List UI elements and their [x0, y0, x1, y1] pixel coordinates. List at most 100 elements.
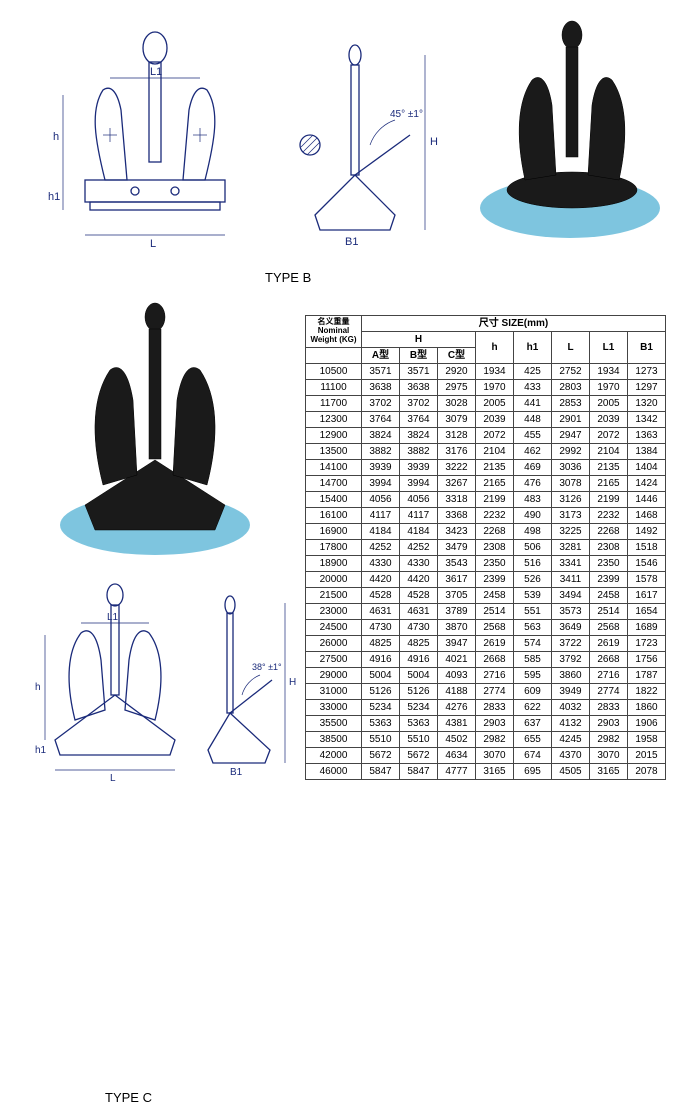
- table-cell: 4184: [362, 524, 400, 540]
- table-cell: 469: [514, 460, 552, 476]
- table-cell: 27500: [306, 652, 362, 668]
- table-cell: 2920: [438, 364, 476, 380]
- table-row: 169004184418434232268498322522681492: [306, 524, 666, 540]
- table-cell: 433: [514, 380, 552, 396]
- table-cell: 1906: [628, 716, 666, 732]
- table-row: 123003764376430792039448290120391342: [306, 412, 666, 428]
- table-cell: 29000: [306, 668, 362, 684]
- table-cell: 3573: [552, 604, 590, 620]
- table-cell: 2104: [476, 444, 514, 460]
- table-cell: 3165: [476, 764, 514, 780]
- table-cell: 3939: [400, 460, 438, 476]
- table-cell: 3824: [400, 428, 438, 444]
- table-cell: 2903: [476, 716, 514, 732]
- table-cell: 4528: [400, 588, 438, 604]
- table-row: 215004528452837052458539349424581617: [306, 588, 666, 604]
- table-cell: 2232: [590, 508, 628, 524]
- table-cell: 3764: [362, 412, 400, 428]
- table-cell: 3222: [438, 460, 476, 476]
- table-cell: 1654: [628, 604, 666, 620]
- table-cell: 21500: [306, 588, 362, 604]
- table-cell: 17800: [306, 540, 362, 556]
- angle-b-label: 45° ±1°: [390, 109, 423, 120]
- table-cell: 574: [514, 636, 552, 652]
- table-cell: 33000: [306, 700, 362, 716]
- table-cell: 1958: [628, 732, 666, 748]
- table-cell: 3860: [552, 668, 590, 684]
- table-cell: 2039: [590, 412, 628, 428]
- table-row: 178004252425234792308506328123081518: [306, 540, 666, 556]
- table-cell: 2901: [552, 412, 590, 428]
- table-cell: 3638: [362, 380, 400, 396]
- table-cell: 26000: [306, 636, 362, 652]
- table-cell: 1970: [476, 380, 514, 396]
- size-cn: 尺寸: [479, 318, 499, 329]
- table-cell: 1756: [628, 652, 666, 668]
- type-c-section: L1 h h1 L 38° ±1° H B1 名义重量 Nom: [0, 290, 700, 827]
- table-row: 161004117411733682232490317322321468: [306, 508, 666, 524]
- table-cell: 1617: [628, 588, 666, 604]
- table-cell: 11100: [306, 380, 362, 396]
- table-cell: 3882: [400, 444, 438, 460]
- table-cell: 3722: [552, 636, 590, 652]
- table-cell: 1342: [628, 412, 666, 428]
- table-cell: 2350: [476, 556, 514, 572]
- table-cell: 622: [514, 700, 552, 716]
- table-row: 385005510551045022982655424529821958: [306, 732, 666, 748]
- table-cell: 4093: [438, 668, 476, 684]
- table-cell: 2716: [476, 668, 514, 684]
- col-H: H: [362, 332, 476, 348]
- table-cell: 2232: [476, 508, 514, 524]
- table-cell: 1404: [628, 460, 666, 476]
- table-cell: 5004: [400, 668, 438, 684]
- table-cell: 3764: [400, 412, 438, 428]
- dim-b1-c: B1: [230, 767, 243, 778]
- table-cell: 3994: [362, 476, 400, 492]
- table-cell: 3028: [438, 396, 476, 412]
- table-cell: 4730: [362, 620, 400, 636]
- table-cell: 3702: [400, 396, 438, 412]
- table-cell: 2568: [476, 620, 514, 636]
- table-cell: 4245: [552, 732, 590, 748]
- table-cell: 11700: [306, 396, 362, 412]
- dim-l: L: [150, 238, 156, 250]
- type-c-front-diagram: L1 h h1 L: [35, 585, 195, 780]
- table-cell: 1934: [476, 364, 514, 380]
- table-cell: 2078: [628, 764, 666, 780]
- type-b-label: TYPE B: [265, 270, 311, 285]
- table-cell: 2072: [590, 428, 628, 444]
- table-cell: 2668: [590, 652, 628, 668]
- table-cell: 3994: [400, 476, 438, 492]
- table-cell: 462: [514, 444, 552, 460]
- type-b-side-diagram: 45° ±1° H B1: [295, 45, 455, 250]
- table-cell: 4252: [362, 540, 400, 556]
- dim-l1-c: L1: [107, 612, 119, 623]
- table-cell: 3411: [552, 572, 590, 588]
- table-cell: 2015: [628, 748, 666, 764]
- table-cell: 585: [514, 652, 552, 668]
- table-cell: 3173: [552, 508, 590, 524]
- weight-cn: 名义重量: [318, 317, 350, 326]
- table-cell: 2975: [438, 380, 476, 396]
- table-cell: 3571: [400, 364, 438, 380]
- table-cell: 2005: [590, 396, 628, 412]
- table-header: 名义重量 Nominal Weight (KG) 尺寸 SIZE(mm) H h…: [306, 316, 666, 364]
- table-cell: 490: [514, 508, 552, 524]
- table-cell: 12300: [306, 412, 362, 428]
- col-h1: h1: [514, 332, 552, 364]
- table-cell: 3368: [438, 508, 476, 524]
- weight-unit: Weight (KG): [310, 335, 356, 344]
- table-cell: 14700: [306, 476, 362, 492]
- table-cell: 2833: [476, 700, 514, 716]
- table-cell: 2458: [476, 588, 514, 604]
- table-row: 230004631463137892514551357325141654: [306, 604, 666, 620]
- table-cell: 5510: [362, 732, 400, 748]
- table-cell: 3947: [438, 636, 476, 652]
- table-row: 420005672567246343070674437030702015: [306, 748, 666, 764]
- table-cell: 2308: [590, 540, 628, 556]
- table-cell: 655: [514, 732, 552, 748]
- type-c-label: TYPE C: [105, 1090, 152, 1105]
- table-cell: 1320: [628, 396, 666, 412]
- table-cell: 4056: [400, 492, 438, 508]
- table-cell: 4916: [362, 652, 400, 668]
